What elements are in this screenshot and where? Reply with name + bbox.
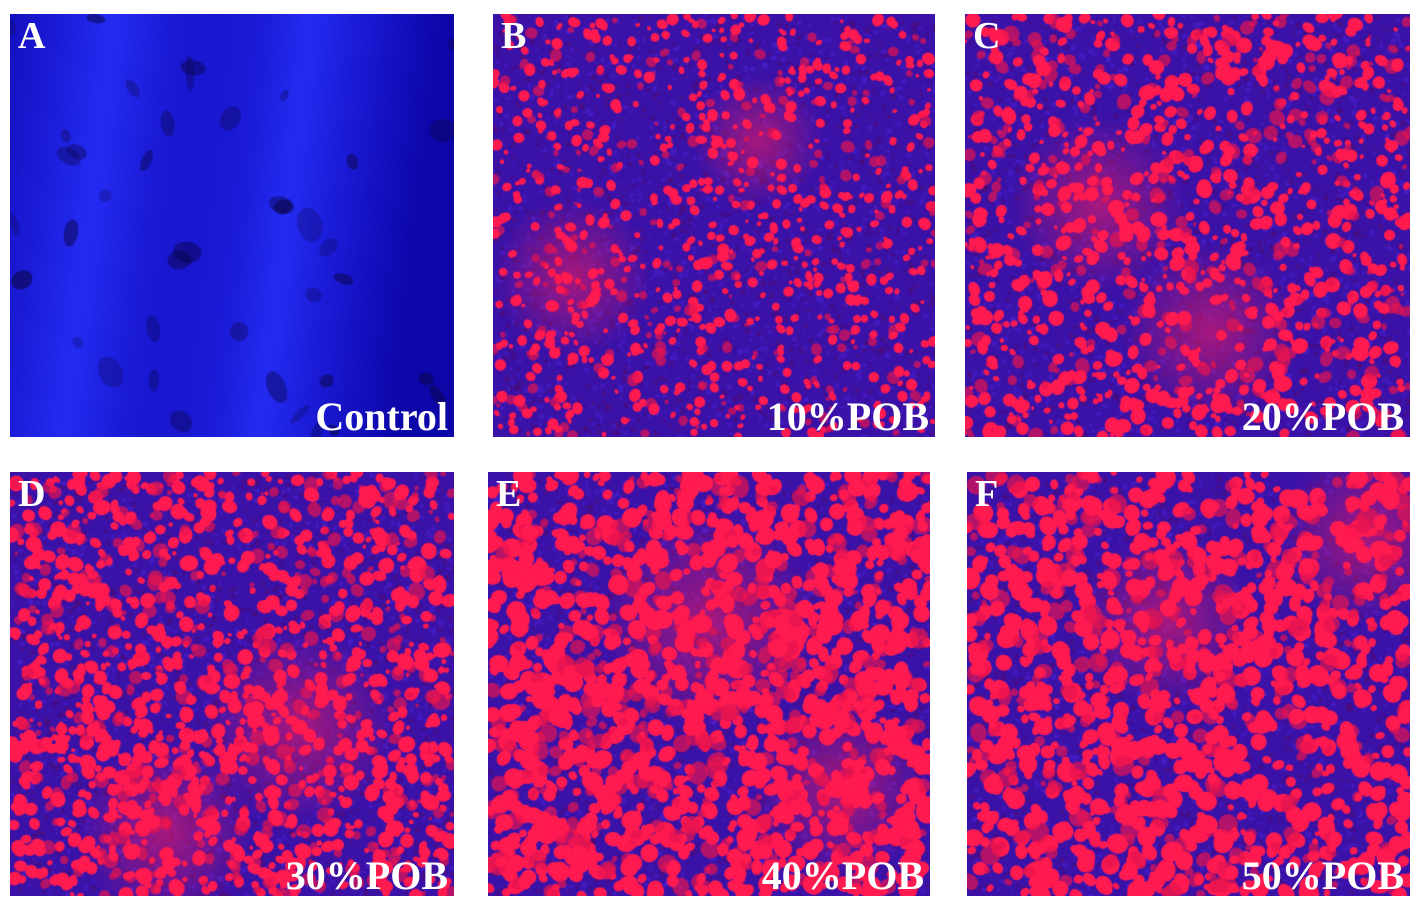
panel-letter: F: [975, 473, 999, 515]
micrograph-panel-b: B 10%POB: [493, 14, 935, 437]
panel-condition-label: 20%POB: [1241, 394, 1404, 438]
micrograph-panel-a: A Control: [10, 14, 454, 437]
panel-letter: A: [18, 15, 46, 57]
micrograph-image: [967, 472, 1410, 896]
panel-condition-label: 50%POB: [1241, 853, 1404, 897]
micrograph-panel-e: E 40%POB: [488, 472, 930, 896]
panel-letter: B: [501, 15, 527, 57]
panel-condition-label: 10%POB: [766, 394, 929, 438]
panel-condition-label: 40%POB: [761, 853, 924, 897]
panel-letter: E: [496, 473, 522, 515]
panel-letter: C: [973, 15, 1001, 57]
micrograph-image: [965, 14, 1410, 437]
micrograph-panel-f: F 50%POB: [967, 472, 1410, 896]
micrograph-image: [493, 14, 935, 437]
micrograph-image: [10, 14, 454, 437]
panel-condition-label: Control: [315, 394, 448, 438]
micrograph-panel-c: C 20%POB: [965, 14, 1410, 437]
panel-letter: D: [18, 473, 46, 515]
micrograph-panel-d: D 30%POB: [10, 472, 454, 896]
panel-condition-label: 30%POB: [285, 853, 448, 897]
micrograph-image: [488, 472, 930, 896]
micrograph-image: [10, 472, 454, 896]
